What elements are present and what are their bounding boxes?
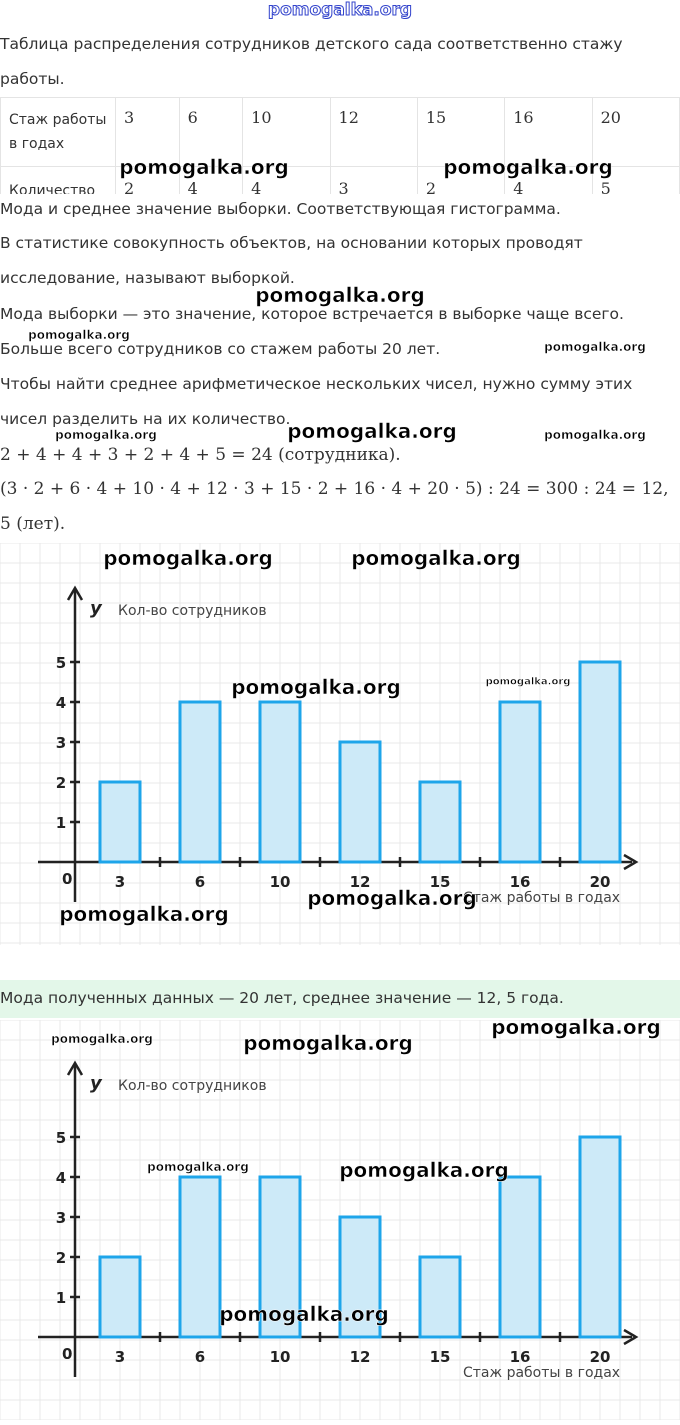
- origin-label: 0: [62, 1345, 72, 1363]
- cell: 12: [329, 97, 418, 167]
- y-axis-arrow: [66, 1060, 84, 1076]
- x-tick-label: 6: [195, 1348, 205, 1366]
- cell: 15: [416, 97, 506, 167]
- bar: [498, 700, 542, 864]
- bar: [258, 700, 302, 864]
- y-tick-label: 4: [56, 694, 66, 712]
- text-block: Мода и среднее значение выборки. Соответ…: [0, 194, 680, 544]
- x-tick-label: 12: [350, 1348, 371, 1366]
- watermark: pomogalka.org: [307, 886, 477, 911]
- x-tick-label: 3: [115, 873, 125, 891]
- x-axis-title: Стаж работы в годах: [463, 1365, 620, 1381]
- conclusion-bar: [0, 980, 680, 1018]
- y-tick-label: 1: [56, 1289, 66, 1307]
- y-tick-label: 2: [56, 1249, 66, 1267]
- site-header: pomogalka.org: [267, 0, 413, 21]
- watermark: pomogalka.org: [287, 419, 457, 444]
- x-axis-arrow: [623, 1328, 639, 1346]
- x-tick-label: 20: [590, 1348, 611, 1366]
- y-axis-title: Кол-во сотрудников: [118, 603, 267, 619]
- y-axis-label: y: [90, 1073, 103, 1094]
- watermark: pomogalka.org: [443, 155, 613, 180]
- chart: y Кол-во сотрудников Стаж работы в годах 0 1…: [0, 1020, 680, 1420]
- paragraph: В статистике совокупность объектов, на о…: [0, 234, 583, 287]
- bar: [418, 780, 462, 864]
- bar: [578, 660, 622, 864]
- watermark: pomogalka.org: [255, 283, 425, 308]
- y-axis-title: Кол-во сотрудников: [118, 1078, 267, 1094]
- bar: [418, 1255, 462, 1339]
- x-tick-label: 15: [430, 873, 451, 891]
- x-tick-label: 20: [590, 873, 611, 891]
- table-row: Стаж работы в годах 3 6 10 12 15 16 20: [0, 97, 680, 167]
- x-axis-title: Стаж работы в годах: [463, 890, 620, 906]
- chart: y Кол-во сотрудников Стаж работы в годах 0 1…: [0, 543, 680, 945]
- cell: 3: [115, 97, 180, 167]
- watermark: pomogalka.org: [485, 676, 571, 688]
- watermark: pomogalka.org: [51, 1032, 153, 1047]
- watermark: pomogalka.org: [59, 902, 229, 927]
- watermark: pomogalka.org: [243, 1031, 413, 1056]
- paragraph: Больше всего сотрудников со стажем работ…: [0, 340, 441, 358]
- y-tick-label: 1: [56, 814, 66, 832]
- intro: Таблица распределения сотрудников детско…: [0, 35, 623, 88]
- paragraph: Мода и среднее значение выборки. Соответ…: [0, 200, 561, 218]
- x-tick-label: 16: [510, 1348, 531, 1366]
- y-tick-label: 5: [56, 654, 66, 672]
- y-tick-label: 3: [56, 734, 66, 752]
- row-header: Стаж работы в годах: [0, 97, 116, 167]
- y-tick-label: 5: [56, 1129, 66, 1147]
- formula: 2 + 4 + 4 + 3 + 2 + 4 + 5 = 24 (сотрудни…: [0, 445, 401, 465]
- paragraph: Чтобы найти среднее арифметическое неско…: [0, 375, 633, 428]
- watermark: pomogalka.org: [544, 340, 646, 355]
- table: Стаж работы в годах 3 6 10 12 15 16 20 К…: [0, 97, 680, 214]
- cell: 10: [242, 97, 331, 167]
- paragraph: Мода выборки — это значение, которое вст…: [0, 305, 624, 323]
- watermark: pomogalka.org: [147, 1160, 249, 1175]
- y-axis-arrow: [66, 585, 84, 601]
- bar: [338, 740, 382, 864]
- x-axis-arrow: [623, 853, 639, 871]
- y-tick-label: 2: [56, 774, 66, 792]
- x-tick-label: 12: [350, 873, 371, 891]
- watermark: pomogalka.org: [544, 428, 646, 443]
- watermark: pomogalka.org: [231, 675, 401, 700]
- x-tick-label: 10: [270, 1348, 291, 1366]
- y-axis-label: y: [90, 598, 103, 619]
- formula: (3 · 2 + 6 · 4 + 10 · 4 + 12 · 3 + 15 · …: [0, 479, 669, 534]
- cell: 16: [504, 97, 593, 167]
- watermark: pomogalka.org: [339, 1158, 509, 1183]
- cell: 20: [591, 97, 680, 167]
- bar: [498, 1175, 542, 1339]
- bar: [338, 1215, 382, 1339]
- conclusion: Мода полученных данных — 20 лет, среднее…: [0, 989, 564, 1007]
- bar: [98, 1255, 142, 1339]
- bar: [258, 1175, 302, 1339]
- watermark: pomogalka.org: [55, 428, 157, 443]
- bar: [578, 1135, 622, 1339]
- x-tick-label: 15: [430, 1348, 451, 1366]
- origin-label: 0: [62, 870, 72, 888]
- y-tick-label: 3: [56, 1209, 66, 1227]
- bar: [178, 1175, 222, 1339]
- x-tick-label: 10: [270, 873, 291, 891]
- x-tick-label: 3: [115, 1348, 125, 1366]
- watermark: pomogalka.org: [351, 546, 521, 571]
- y-tick-label: 4: [56, 1169, 66, 1187]
- bar: [178, 700, 222, 864]
- watermark: pomogalka.org: [491, 1015, 661, 1040]
- x-tick-label: 6: [195, 873, 205, 891]
- watermark: pomogalka.org: [28, 328, 130, 343]
- watermark: pomogalka.org: [103, 546, 273, 571]
- bar: [98, 780, 142, 864]
- x-tick-label: 16: [510, 873, 531, 891]
- watermark: pomogalka.org: [119, 155, 289, 180]
- watermark: pomogalka.org: [219, 1302, 389, 1327]
